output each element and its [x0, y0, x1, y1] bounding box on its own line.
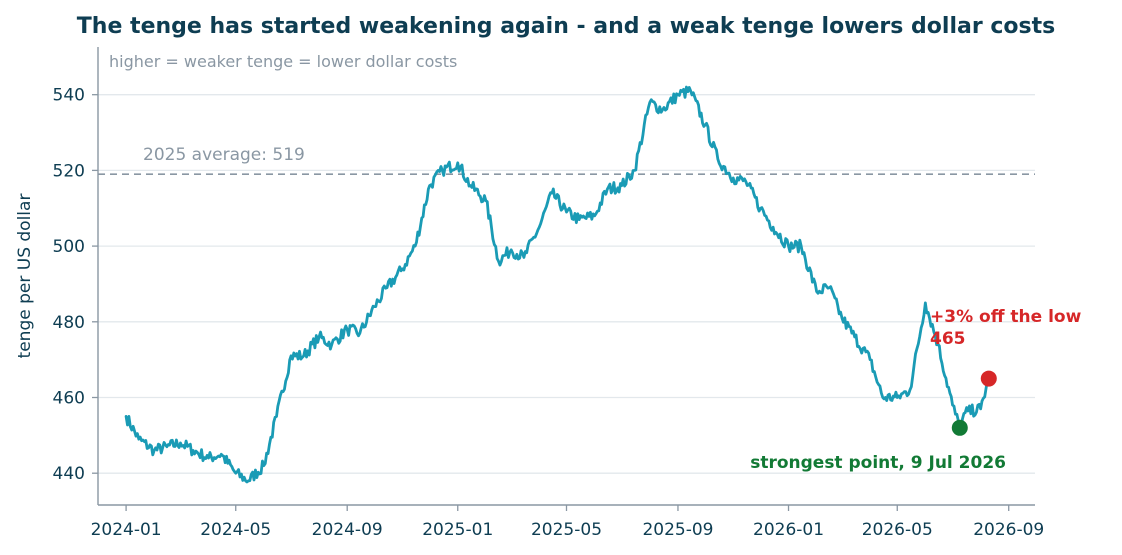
- y-tick-label: 440: [53, 464, 85, 484]
- y-tick-label: 540: [53, 86, 85, 106]
- y-grid: [98, 94, 1035, 474]
- latest-point-marker: [980, 370, 997, 387]
- y-ticks: 440 460 480 500 520 540: [53, 86, 98, 484]
- x-tick-label: 2024-01: [91, 520, 162, 540]
- chart-title: The tenge has started weakening again - …: [77, 14, 1055, 39]
- y-tick-label: 480: [53, 313, 85, 333]
- y-tick-label: 460: [53, 389, 85, 409]
- x-tick-label: 2025-01: [422, 520, 493, 540]
- x-tick-label: 2026-09: [973, 520, 1044, 540]
- low-point-annotation: strongest point, 9 Jul 2026: [750, 453, 1006, 473]
- y-tick-label: 520: [53, 161, 85, 181]
- x-tick-label: 2025-05: [531, 520, 602, 540]
- latest-change-annotation: +3% off the low: [930, 307, 1082, 327]
- y-axis-label: tenge per US dollar: [15, 194, 35, 359]
- x-tick-label: 2026-05: [862, 520, 933, 540]
- reference-line-label: 2025 average: 519: [143, 145, 305, 165]
- latest-value-annotation: 465: [930, 329, 966, 349]
- chart-subtitle: higher = weaker tenge = lower dollar cos…: [109, 52, 457, 71]
- x-tick-label: 2024-09: [312, 520, 383, 540]
- x-tick-label: 2024-05: [200, 520, 271, 540]
- x-tick-label: 2025-09: [642, 520, 713, 540]
- y-tick-label: 500: [53, 237, 85, 257]
- low-point-marker: [951, 419, 968, 436]
- series-line: [124, 85, 991, 484]
- x-ticks: 2024-01 2024-05 2024-09 2025-01 2025-05 2025-…: [91, 505, 1044, 540]
- x-tick-label: 2026-01: [753, 520, 824, 540]
